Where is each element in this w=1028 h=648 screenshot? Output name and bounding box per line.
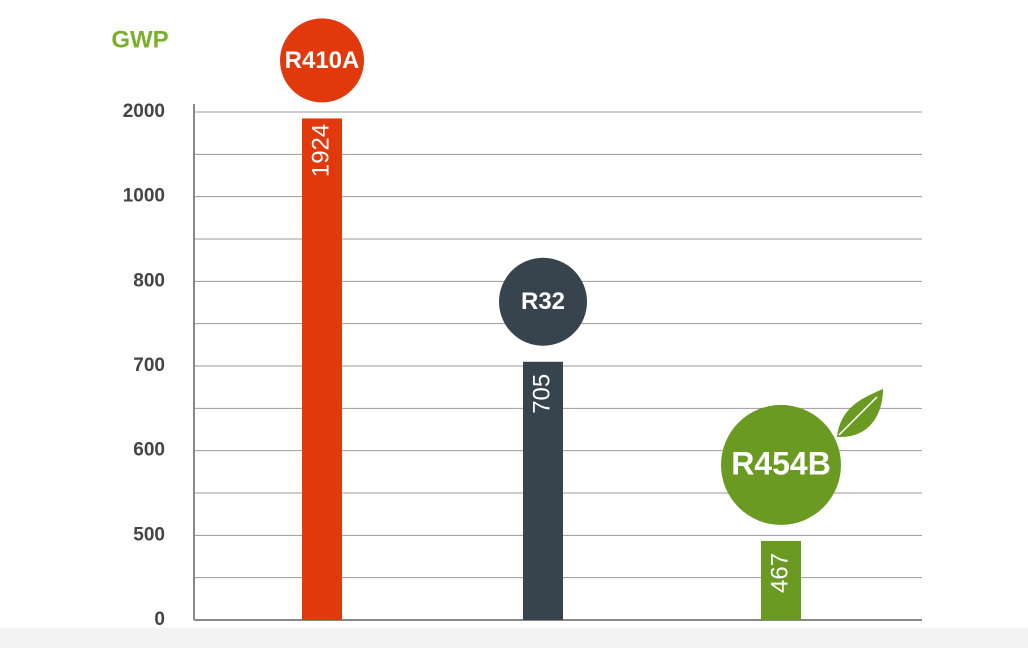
y-tick-label: 1000 bbox=[123, 186, 165, 207]
leaf-vein bbox=[838, 396, 878, 436]
category-badge bbox=[499, 257, 587, 346]
value-label: 1924 bbox=[307, 124, 334, 177]
y-tick-label: 2000 bbox=[123, 101, 165, 122]
category-badge bbox=[280, 18, 364, 103]
bar bbox=[302, 118, 342, 621]
category-label: R454B bbox=[731, 445, 831, 481]
value-label: 705 bbox=[528, 374, 555, 414]
y-tick-label: 500 bbox=[133, 524, 165, 545]
category-label: R32 bbox=[521, 288, 565, 315]
category-label: R410A bbox=[285, 47, 360, 74]
value-label: 467 bbox=[766, 553, 793, 593]
footer-band bbox=[0, 628, 1028, 648]
bar bbox=[523, 361, 563, 620]
category-badge bbox=[721, 404, 841, 525]
y-tick-label: 700 bbox=[133, 355, 165, 376]
y-tick-label: 800 bbox=[133, 270, 165, 291]
bar bbox=[761, 540, 801, 620]
y-tick-label: 600 bbox=[133, 440, 165, 461]
y-tick-label: 0 bbox=[154, 609, 165, 630]
y-axis-title: GWP bbox=[111, 26, 168, 53]
